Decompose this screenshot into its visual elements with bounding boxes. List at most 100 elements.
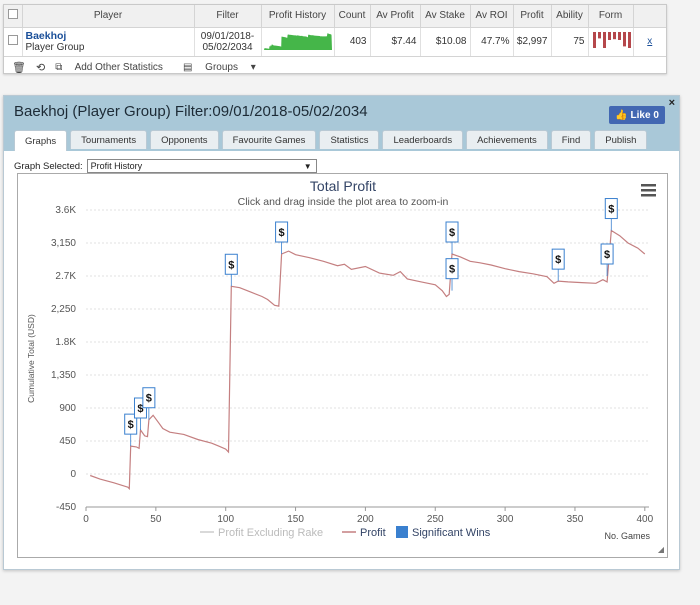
profit-chart-container[interactable]: Total Profit Click and drag inside the pl…	[17, 173, 668, 558]
tab-statistics[interactable]: Statistics	[319, 130, 380, 149]
col-av-stake[interactable]: Av Stake	[420, 5, 471, 28]
row-checkbox[interactable]	[7, 35, 18, 45]
chart-subtitle: Click and drag inside the plot area to z…	[238, 196, 449, 208]
y-tick-label: 900	[59, 403, 76, 414]
legend-item-2[interactable]: Significant Wins	[396, 526, 491, 539]
player-stats-table: Player Filter Profit History Count Av Pr…	[4, 5, 666, 57]
filter-start: 09/01/2018-	[200, 30, 255, 42]
x-tick-label: 50	[150, 514, 162, 525]
ability-value: 75	[551, 27, 589, 57]
chart-title: Total Profit	[310, 178, 376, 194]
significant-win-flag[interactable]: $	[445, 258, 459, 291]
significant-win-flag[interactable]: $	[124, 413, 138, 447]
significant-win-flag[interactable]: $	[551, 248, 565, 282]
player-name-link[interactable]: Baekhoj	[25, 29, 67, 42]
legend-item-0[interactable]: Profit Excluding Rake	[200, 527, 323, 539]
tab-opponents[interactable]: Opponents	[150, 130, 219, 149]
significant-win-flag[interactable]: $	[224, 253, 238, 287]
col-av-roi[interactable]: Av ROI	[470, 5, 514, 28]
trash-icon[interactable]: 🗑	[12, 61, 26, 74]
dollar-icon: $	[279, 227, 285, 239]
count-value: 403	[334, 27, 371, 57]
tab-favourite-games[interactable]: Favourite Games	[221, 130, 317, 149]
tab-leaderboards[interactable]: Leaderboards	[382, 130, 464, 149]
tab-publish[interactable]: Publish	[594, 130, 648, 149]
player-detail-panel: Baekhoj (Player Group) Filter:09/01/2018…	[3, 95, 680, 570]
significant-win-flag[interactable]: $	[600, 243, 614, 276]
profit-history-sparkline	[261, 27, 335, 57]
form-bar	[602, 31, 606, 48]
col-player[interactable]: Player	[22, 5, 195, 28]
form-bar	[597, 31, 601, 38]
facebook-like-button[interactable]: 👍 Like 0	[609, 106, 665, 124]
flag-box	[224, 253, 238, 275]
sparkline-chart	[263, 33, 332, 50]
flag-box	[551, 248, 565, 270]
dropdown-arrow-icon: ▼	[303, 161, 312, 171]
flag-box	[445, 258, 459, 280]
col-ability[interactable]: Ability	[551, 5, 589, 28]
significant-win-flag[interactable]: $	[604, 198, 618, 231]
legend-item-1[interactable]: Profit	[342, 527, 386, 539]
significant-win-flag[interactable]: $	[445, 221, 459, 254]
x-tick-label: 350	[567, 514, 584, 525]
profit-chart[interactable]: Total Profit Click and drag inside the pl…	[18, 174, 667, 557]
significant-win-flag[interactable]: $	[142, 387, 156, 420]
y-tick-label: 1,350	[51, 370, 76, 381]
y-tick-label: 1.8K	[55, 337, 76, 348]
select-all-checkbox[interactable]	[7, 9, 18, 20]
add-stats-button[interactable]: ⧉ Add Other Statistics	[55, 62, 173, 73]
x-tick-label: 300	[497, 514, 514, 525]
tab-achievements[interactable]: Achievements	[466, 130, 548, 149]
sparkline-area	[263, 33, 332, 50]
form-bars	[588, 27, 634, 57]
profit-value: $2,997	[513, 27, 552, 57]
x-tick-label: 150	[287, 514, 304, 525]
graph-select[interactable]: Profit History ▼	[86, 159, 317, 173]
groups-label: Groups	[205, 61, 238, 73]
col-av-profit[interactable]: Av Profit	[370, 5, 421, 28]
player-stats-panel: Player Filter Profit History Count Av Pr…	[3, 4, 667, 74]
col-profit[interactable]: Profit	[513, 5, 552, 28]
table-header-row: Player Filter Profit History Count Av Pr…	[4, 5, 666, 28]
col-form[interactable]: Form	[588, 5, 634, 28]
groups-icon: ▤	[182, 61, 193, 73]
menu-line	[641, 194, 656, 197]
x-tick-label: 200	[357, 514, 374, 525]
chart-menu-icon[interactable]	[641, 184, 656, 197]
form-bar	[622, 31, 626, 46]
close-icon[interactable]: ×	[668, 97, 675, 109]
form-bar	[617, 31, 621, 40]
col-profit-history[interactable]: Profit History	[261, 5, 335, 28]
significant-win-flag[interactable]: $	[275, 221, 289, 254]
select-all-header[interactable]	[4, 5, 23, 28]
dollar-icon: $	[449, 227, 455, 239]
refresh-icon[interactable]: ⟲	[35, 61, 46, 74]
y-tick-label: 0	[70, 469, 76, 480]
flag-box	[275, 221, 289, 243]
tab-find[interactable]: Find	[550, 130, 592, 149]
col-count[interactable]: Count	[334, 5, 371, 28]
menu-line	[641, 189, 656, 192]
panel-header: Baekhoj (Player Group) Filter:09/01/2018…	[4, 96, 679, 151]
flag-box	[600, 243, 614, 265]
tab-graphs[interactable]: Graphs	[14, 130, 68, 151]
legend-label: Profit	[360, 527, 386, 539]
col-filter[interactable]: Filter	[194, 5, 262, 28]
chart-legend: Profit Excluding Rake Profit Significant W…	[200, 526, 491, 539]
menu-line	[641, 184, 656, 187]
table-toolbar: 🗑 ⟲ ⧉ Add Other Statistics ▤ Groups ▾	[4, 57, 666, 78]
resize-handle-icon[interactable]: ◢	[657, 545, 664, 554]
tab-tournaments[interactable]: Tournaments	[70, 130, 148, 149]
y-tick-label: 2.7K	[55, 271, 76, 282]
y-tick-label: 450	[59, 436, 76, 447]
flag-box	[604, 198, 618, 220]
dollar-icon: $	[146, 393, 152, 405]
remove-row-link[interactable]: x	[647, 36, 653, 47]
graph-select-value: Profit History	[90, 161, 143, 171]
flag-box	[445, 221, 459, 243]
profit-series-line	[89, 229, 646, 491]
dollar-icon: $	[608, 204, 614, 216]
form-bar	[592, 31, 596, 48]
groups-dropdown[interactable]: ▤ Groups ▾	[183, 62, 266, 73]
